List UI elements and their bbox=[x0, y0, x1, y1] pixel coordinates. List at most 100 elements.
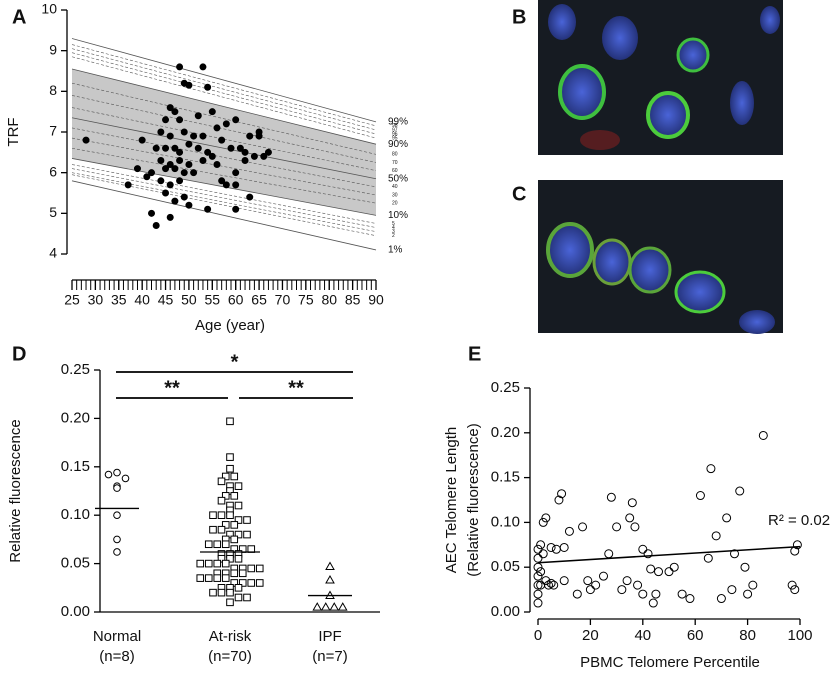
data-point bbox=[162, 116, 170, 124]
data-point bbox=[209, 511, 217, 519]
data-point bbox=[617, 585, 627, 595]
data-point bbox=[190, 169, 198, 177]
x-tick-label: At-risk bbox=[209, 628, 252, 645]
percentile-line bbox=[71, 38, 377, 123]
data-point bbox=[643, 549, 653, 559]
percentile-line bbox=[71, 180, 377, 251]
x-tick-label: 85 bbox=[345, 292, 361, 308]
data-point bbox=[138, 136, 146, 144]
data-point bbox=[171, 144, 179, 152]
data-point bbox=[238, 569, 247, 578]
x-tick-sublabel: (n=8) bbox=[99, 648, 134, 665]
data-point bbox=[166, 161, 174, 169]
data-point bbox=[230, 535, 239, 544]
data-point bbox=[213, 540, 222, 549]
data-point bbox=[176, 116, 184, 124]
data-point bbox=[648, 598, 658, 608]
data-point bbox=[230, 579, 239, 587]
data-point bbox=[113, 468, 121, 477]
data-point bbox=[209, 525, 217, 534]
percentile-line bbox=[71, 168, 377, 228]
y-axis-label: TRF bbox=[5, 117, 22, 146]
data-point bbox=[157, 156, 165, 164]
data-point bbox=[243, 593, 251, 602]
percentile-label: 97 bbox=[392, 127, 398, 133]
x-tick-label: 0 bbox=[534, 627, 542, 644]
x-tick-label: Normal bbox=[93, 628, 141, 645]
data-point bbox=[217, 525, 226, 534]
data-point bbox=[260, 152, 268, 160]
percentile-line bbox=[71, 56, 377, 139]
y-tick-label: 0.05 bbox=[491, 558, 520, 575]
data-point bbox=[630, 522, 640, 532]
data-point bbox=[533, 544, 543, 554]
percentile-line bbox=[71, 95, 377, 163]
percentile-line bbox=[71, 82, 377, 155]
x-tick-label: 60 bbox=[228, 292, 244, 308]
data-point bbox=[196, 574, 205, 582]
percentile-label: 99% bbox=[388, 116, 408, 127]
data-point bbox=[218, 177, 226, 185]
data-point bbox=[152, 222, 160, 230]
data-point bbox=[238, 579, 247, 587]
data-point bbox=[538, 517, 548, 527]
data-point bbox=[226, 554, 234, 563]
micrograph-c bbox=[538, 180, 783, 334]
data-point bbox=[113, 535, 121, 544]
data-point bbox=[221, 521, 230, 529]
data-point bbox=[695, 491, 705, 501]
data-point bbox=[654, 567, 664, 577]
data-point bbox=[221, 574, 230, 582]
data-point bbox=[241, 156, 249, 164]
y-tick-label: 0.25 bbox=[491, 379, 520, 396]
data-point bbox=[221, 472, 230, 481]
data-point bbox=[533, 598, 543, 608]
data-point bbox=[325, 561, 335, 571]
data-point bbox=[232, 181, 240, 189]
data-point bbox=[255, 579, 264, 587]
y-axis-label: (Relative fluorescence) bbox=[465, 423, 482, 576]
percentile-line bbox=[71, 117, 377, 180]
data-point bbox=[787, 580, 797, 590]
data-point bbox=[176, 63, 184, 71]
data-point bbox=[669, 562, 679, 572]
data-point bbox=[217, 554, 226, 563]
data-point bbox=[536, 540, 546, 550]
data-point bbox=[735, 486, 745, 496]
data-point bbox=[599, 571, 608, 581]
data-point bbox=[226, 598, 234, 607]
data-point bbox=[247, 564, 256, 573]
data-point bbox=[217, 511, 226, 519]
data-point bbox=[124, 181, 132, 189]
data-point bbox=[585, 585, 595, 595]
data-point bbox=[221, 492, 230, 500]
data-point bbox=[82, 136, 90, 144]
data-point bbox=[740, 562, 750, 572]
data-point bbox=[230, 569, 239, 578]
data-point bbox=[533, 553, 543, 563]
data-point bbox=[148, 169, 156, 177]
percentile-label: 1% bbox=[388, 245, 403, 256]
x-axis-label: PBMC Telomere Percentile bbox=[580, 654, 760, 671]
percentile-label: 70 bbox=[392, 160, 398, 166]
data-point bbox=[627, 498, 637, 508]
data-point bbox=[743, 589, 753, 599]
data-point bbox=[226, 417, 234, 426]
data-point bbox=[190, 132, 198, 140]
y-tick-label: 0.10 bbox=[61, 506, 90, 523]
data-point bbox=[180, 169, 188, 177]
data-point bbox=[243, 530, 251, 539]
data-point bbox=[232, 205, 240, 213]
data-point bbox=[703, 553, 713, 563]
y-axis-label: Relative fluorescence bbox=[7, 419, 24, 562]
y-tick-label: 0.00 bbox=[61, 603, 90, 620]
data-point bbox=[199, 132, 207, 140]
data-point bbox=[246, 132, 254, 140]
data-point bbox=[194, 144, 202, 152]
percentile-line bbox=[71, 174, 377, 236]
data-point bbox=[325, 575, 335, 584]
x-tick-label: 35 bbox=[111, 292, 127, 308]
data-point bbox=[226, 487, 234, 495]
data-point bbox=[213, 559, 222, 568]
